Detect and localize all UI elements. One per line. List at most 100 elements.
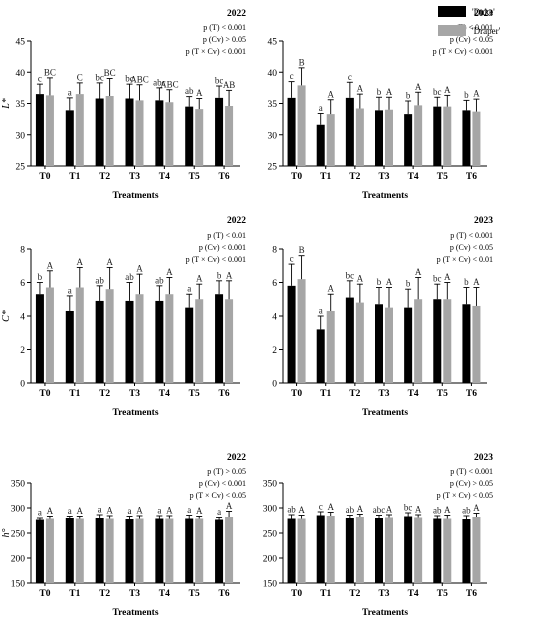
p5-xtick-label: T3 [129, 589, 140, 599]
p6-xlabel: Treatments [362, 608, 408, 618]
p2-sig-letter: c [348, 72, 352, 82]
p2-bar-duke [433, 106, 442, 166]
p6-sig-letter: bc [404, 503, 413, 513]
p2-stat-2: p (Cv) < 0.05 [450, 35, 493, 44]
p1-sig-letter: ABC [130, 74, 149, 84]
p4-bar-draper [297, 279, 306, 383]
p6-bar-draper [443, 518, 452, 583]
p5-bar-draper [75, 518, 84, 583]
p4-ytick-label: 8 [272, 246, 277, 256]
p4-xlabel: Treatments [362, 408, 408, 418]
p6-stat-2: p (Cv) > 0.05 [450, 479, 493, 488]
p1-xtick-label: T1 [69, 172, 80, 182]
p2-xtick-label: T2 [349, 172, 360, 182]
p6-sig-letter: A [357, 504, 364, 514]
p5-bar-draper [195, 518, 204, 583]
p4-sig-letter: bc [433, 274, 442, 284]
p4-bar-draper [385, 307, 393, 383]
p6-sig-letter: A [298, 505, 305, 515]
p2-stat-3: p (T × Cv) < 0.001 [433, 47, 493, 56]
p3-bar-draper [105, 289, 114, 383]
p4-bar-duke [316, 329, 325, 383]
p6-sig-letter: A [386, 505, 393, 515]
p4-sig-letter: A [386, 277, 393, 287]
p6-ytick-label: 200 [263, 555, 278, 565]
p3-ytick-label: 6 [20, 279, 25, 289]
p2-xtick-label: T4 [408, 172, 419, 182]
p3-ylabel: C* [1, 310, 12, 322]
p3-sig-letter: A [226, 270, 233, 280]
p2-xtick-label: T3 [378, 172, 389, 182]
p1-sig-letter: A [196, 88, 203, 98]
p6-bar-duke [345, 518, 354, 583]
p4-bar-draper [326, 310, 335, 383]
p6-ytick-label: 300 [263, 505, 278, 515]
p1-sig-letter: BC [44, 67, 56, 77]
p3-bar-duke [65, 310, 74, 383]
p1-bar-duke [125, 98, 134, 166]
p1-stat-1: p (T) < 0.001 [203, 23, 246, 32]
p6-sig-letter: A [444, 505, 451, 515]
p2-ytick-label: 35 [268, 100, 278, 110]
p4-bar-duke [287, 285, 296, 383]
p5-stat-1: p (T) > 0.05 [207, 467, 246, 476]
p5-bar-draper [105, 518, 114, 583]
p5-bar-draper [45, 518, 54, 583]
p6-xtick-label: T3 [378, 589, 389, 599]
p2-bar-duke [316, 124, 325, 166]
p2-sig-letter: c [290, 71, 294, 81]
p3-xtick-label: T3 [129, 389, 140, 399]
p2-year-label: 2023 [474, 9, 493, 19]
legend-label-draper: 'Draper' [472, 25, 501, 36]
p5-ytick-label: 250 [11, 530, 26, 540]
p6-bar-duke [375, 518, 383, 583]
p5-xtick-label: T4 [159, 589, 170, 599]
p1-stat-2: p (Cv) > 0.05 [203, 35, 246, 44]
p2-bar-draper [326, 114, 335, 166]
p1-sig-letter: BC [104, 68, 116, 78]
p1-sig-letter: ab [185, 86, 194, 96]
p4-year-label: 2023 [474, 216, 493, 226]
p5-sig-letter: A [196, 506, 203, 516]
p3-sig-letter: A [166, 267, 173, 277]
p5-bar-draper [135, 518, 144, 583]
legend-item-duke: 'Duke' [438, 2, 500, 21]
p6-xtick-label: T6 [466, 589, 477, 599]
p5-stat-2: p (Cv) < 0.001 [199, 479, 246, 488]
p4-ytick-label: 6 [272, 279, 277, 289]
p5-bar-draper [225, 517, 234, 583]
p4-sig-letter: A [444, 272, 451, 282]
p1-bar-duke [185, 106, 194, 166]
p1-xtick-label: T2 [99, 172, 110, 182]
p2-xtick-label: T6 [466, 172, 477, 182]
p5-bar-draper [165, 518, 174, 583]
p6-bar-draper [414, 517, 423, 583]
p3-sig-letter: b [38, 272, 43, 282]
p4-sig-letter: c [290, 254, 294, 264]
p6-xtick-label: T4 [408, 589, 419, 599]
p6-ytick-label: 250 [263, 530, 278, 540]
p4-bar-duke [404, 307, 413, 383]
p1-sig-letter: c [38, 74, 42, 84]
p1-xtick-label: T4 [159, 172, 170, 182]
p3-ytick-label: 0 [20, 380, 25, 390]
p3-bar-duke [215, 294, 224, 383]
p1-bar-draper [45, 95, 54, 166]
p2-bar-draper [472, 111, 481, 166]
p4-ytick-label: 4 [272, 313, 277, 323]
p3-sig-letter: a [187, 284, 191, 294]
p6-xtick-label: T0 [291, 589, 302, 599]
p5-ytick-label: 200 [11, 555, 26, 565]
p5-ytick-label: 300 [11, 505, 26, 515]
p5-ylabel: h° [1, 529, 12, 538]
p4-ytick-label: 0 [272, 380, 277, 390]
p3-stat-2: p (Cv) < 0.001 [199, 243, 246, 252]
p1-ytick-label: 35 [16, 100, 26, 110]
p4-bar-duke [345, 297, 354, 383]
p3-xtick-label: T1 [69, 389, 80, 399]
p6-bar-duke [287, 518, 296, 583]
p3-sig-letter: A [47, 260, 54, 270]
p2-xtick-label: T1 [320, 172, 331, 182]
p4-ytick-label: 2 [272, 346, 277, 356]
p5-bar-duke [65, 518, 74, 583]
